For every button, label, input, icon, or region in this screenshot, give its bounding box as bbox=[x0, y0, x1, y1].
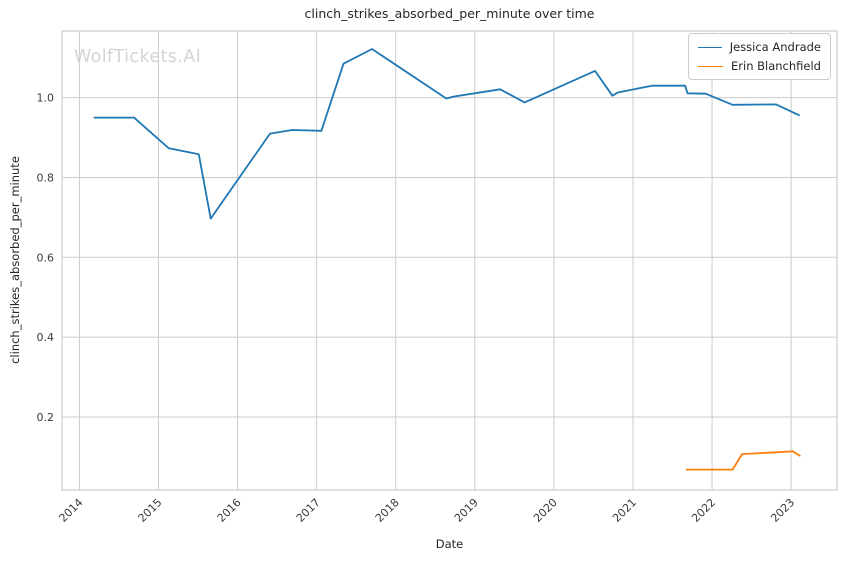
legend-item-label: Jessica Andrade bbox=[729, 40, 821, 54]
x-tick-label: 2021 bbox=[610, 496, 639, 525]
x-axis-label: Date bbox=[435, 537, 464, 551]
legend-line-swatch bbox=[698, 65, 723, 67]
x-tick-label: 2023 bbox=[768, 496, 797, 525]
plot-border bbox=[61, 30, 838, 491]
watermark: WolfTickets.AI bbox=[74, 47, 202, 67]
y-tick-label: 0.2 bbox=[37, 411, 55, 424]
y-tick-label: 0.4 bbox=[37, 331, 55, 344]
legend-item-label: Erin Blanchfield bbox=[731, 59, 821, 73]
x-tick-label: 2020 bbox=[531, 496, 560, 525]
legend-line-swatch bbox=[698, 46, 722, 48]
chart-title: clinch_strikes_absorbed_per_minute over … bbox=[304, 6, 595, 21]
series-line-jessica-andrade bbox=[93, 48, 800, 220]
series-line-erin-blanchfield bbox=[685, 450, 801, 471]
x-tick-label: 2022 bbox=[689, 496, 718, 525]
y-axis-label: clinch_strikes_absorbed_per_minute bbox=[8, 156, 22, 364]
x-tick-label: 2015 bbox=[136, 496, 165, 525]
legend-item-jessica-andrade: Jessica Andrade bbox=[698, 40, 821, 54]
y-tick-label: 0.8 bbox=[37, 171, 55, 184]
y-tick-label: 0.6 bbox=[37, 251, 55, 264]
x-tick-label: 2018 bbox=[373, 496, 402, 525]
x-tick-label: 2019 bbox=[452, 496, 481, 525]
x-tick-label: 2017 bbox=[294, 496, 323, 525]
y-tick-label: 1.0 bbox=[37, 92, 55, 105]
x-tick-label: 2016 bbox=[215, 496, 244, 525]
legend-item-erin-blanchfield: Erin Blanchfield bbox=[698, 59, 821, 73]
legend: Jessica Andrade Erin Blanchfield bbox=[688, 33, 831, 80]
x-tick-label: 2014 bbox=[57, 496, 86, 525]
